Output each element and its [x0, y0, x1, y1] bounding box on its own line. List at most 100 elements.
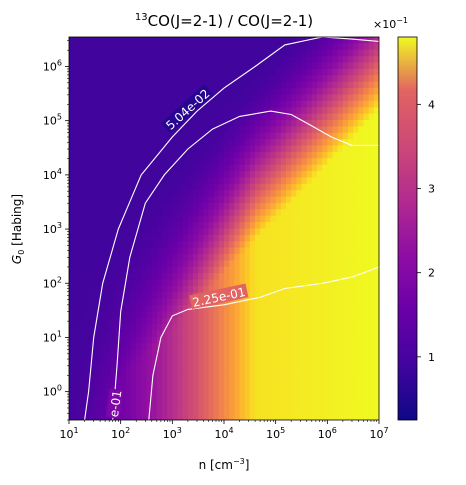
heatmap-cell: [115, 241, 122, 249]
heatmap-cell: [84, 317, 91, 325]
heatmap-cell: [291, 305, 297, 313]
heatmap-cell: [203, 330, 210, 338]
heatmap-cell: [249, 37, 256, 44]
heatmap-cell: [208, 81, 215, 89]
heatmap-cell: [322, 158, 328, 166]
heatmap-cell: [151, 330, 158, 338]
heatmap-cell: [172, 356, 179, 364]
heatmap-cell: [342, 330, 349, 338]
heatmap-cell: [120, 151, 127, 159]
heatmap-cell: [213, 273, 220, 281]
heatmap-cell: [353, 37, 359, 44]
heatmap-cell: [317, 254, 323, 262]
heatmap-cell: [203, 164, 210, 172]
heatmap-cell: [167, 330, 173, 338]
heatmap-cell: [208, 343, 215, 351]
heatmap-cell: [260, 215, 266, 223]
heatmap-cell: [125, 75, 132, 83]
heatmap-cell: [291, 247, 297, 255]
heatmap-cell: [218, 228, 225, 236]
heatmap-cell: [280, 62, 287, 70]
heatmap-cell: [100, 266, 106, 274]
heatmap-cell: [373, 343, 379, 351]
heatmap-cell: [146, 215, 153, 223]
heatmap-cell: [296, 151, 303, 159]
heatmap-cell: [74, 107, 80, 115]
heatmap-cell: [100, 400, 106, 408]
heatmap-cell: [322, 388, 328, 396]
heatmap-cell: [224, 222, 230, 230]
heatmap-cell: [156, 75, 163, 83]
heatmap-cell: [239, 413, 246, 420]
heatmap-cell: [311, 279, 318, 287]
heatmap-cell: [94, 164, 101, 172]
heatmap-cell: [291, 75, 297, 83]
heatmap-cell: [368, 407, 375, 415]
heatmap-cell: [311, 234, 318, 242]
heatmap-cell: [187, 266, 194, 274]
heatmap-cell: [327, 381, 334, 389]
heatmap-cell: [131, 247, 137, 255]
heatmap-cell: [358, 273, 365, 281]
heatmap-cell: [193, 119, 199, 127]
heatmap-cell: [151, 196, 158, 204]
heatmap-cell: [265, 343, 272, 351]
heatmap-cell: [286, 202, 292, 210]
heatmap-cell: [368, 113, 375, 121]
heatmap-cell: [213, 177, 220, 185]
heatmap-cell: [234, 407, 241, 415]
heatmap-cell: [368, 285, 375, 293]
heatmap-cell: [84, 132, 91, 140]
heatmap-cell: [249, 113, 256, 121]
heatmap-cell: [151, 145, 158, 153]
heatmap-cell: [291, 260, 297, 268]
heatmap-cell: [131, 183, 137, 191]
heatmap-cell: [208, 68, 215, 76]
heatmap-cell: [172, 100, 179, 108]
heatmap-cell: [198, 68, 204, 76]
heatmap-cell: [187, 164, 194, 172]
heatmap-cell: [368, 100, 375, 108]
heatmap-cell: [286, 43, 292, 51]
heatmap-cell: [234, 381, 241, 389]
heatmap-cell: [249, 375, 256, 383]
heatmap-cell: [213, 254, 220, 262]
heatmap-cell: [255, 305, 261, 313]
heatmap-cell: [177, 139, 184, 147]
heatmap-cell: [332, 62, 339, 70]
heatmap-cell: [100, 394, 106, 402]
heatmap-cell: [193, 88, 199, 96]
heatmap-cell: [301, 400, 308, 408]
heatmap-cell: [322, 228, 328, 236]
heatmap-cell: [363, 292, 370, 300]
heatmap-cell: [208, 241, 215, 249]
heatmap-cell: [110, 337, 117, 344]
heatmap-cell: [306, 273, 313, 281]
heatmap-cell: [203, 260, 210, 268]
heatmap-cell: [141, 68, 148, 76]
heatmap-cell: [125, 228, 132, 236]
heatmap-cell: [275, 349, 282, 357]
heatmap-cell: [141, 190, 148, 198]
heatmap-cell: [260, 413, 266, 420]
heatmap-cell: [270, 126, 277, 134]
heatmap-cell: [280, 356, 287, 364]
heatmap-cell: [306, 113, 313, 121]
heatmap-cell: [337, 151, 344, 159]
heatmap-cell: [286, 132, 292, 140]
heatmap-cell: [327, 266, 334, 274]
heatmap-cell: [172, 183, 179, 191]
heatmap-cell: [332, 132, 339, 140]
heatmap-cell: [146, 330, 153, 338]
heatmap-cell: [141, 94, 148, 102]
heatmap-cell: [311, 413, 318, 420]
heatmap-cell: [311, 209, 318, 217]
heatmap-cell: [74, 132, 80, 140]
heatmap-cell: [353, 234, 359, 242]
heatmap-cell: [332, 292, 339, 300]
heatmap-cell: [136, 362, 142, 370]
heatmap-cell: [151, 37, 158, 44]
heatmap-cell: [94, 362, 101, 370]
heatmap-cell: [265, 375, 272, 383]
heatmap-cell: [296, 356, 303, 364]
